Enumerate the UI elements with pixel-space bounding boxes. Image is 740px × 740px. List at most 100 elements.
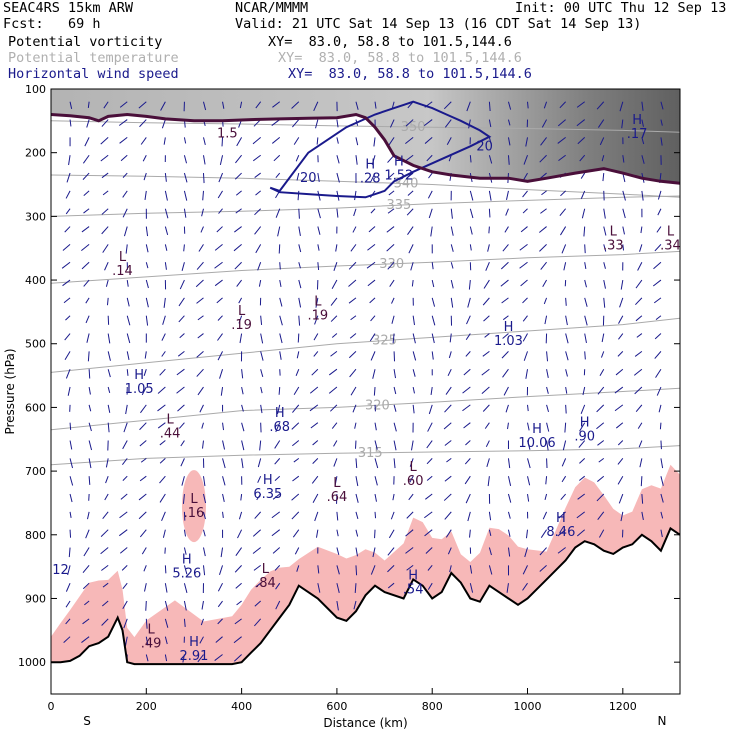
x-tick-label: 0	[48, 700, 55, 713]
wind-vector	[654, 244, 662, 252]
wind-vector	[349, 368, 357, 378]
wind-vector	[467, 297, 471, 308]
contour-label: 20	[476, 139, 493, 154]
wind-vector	[507, 458, 511, 469]
wind-vector	[235, 582, 242, 589]
wind-vector	[336, 565, 340, 575]
wind-vector	[234, 261, 242, 270]
wind-vector	[600, 351, 605, 358]
extremum-value: .60	[403, 474, 424, 489]
wind-vector	[411, 279, 414, 287]
wind-vector	[159, 368, 166, 376]
wind-vector	[220, 547, 224, 558]
wind-vector	[412, 351, 417, 361]
wind-vector	[431, 262, 434, 270]
wind-vector	[316, 137, 319, 145]
wind-vector	[543, 101, 548, 109]
wind-vector	[164, 600, 169, 611]
wind-vector	[216, 297, 223, 304]
y-tick-label: 600	[25, 401, 46, 414]
wind-vector	[277, 404, 281, 415]
wind-vector	[410, 262, 414, 271]
y-tick-label: 100	[25, 83, 46, 96]
wind-vector	[542, 279, 548, 287]
wind-vector	[386, 226, 395, 233]
x-tick-label: 1000	[514, 700, 542, 713]
wind-vector	[656, 386, 662, 396]
wind-vector	[635, 315, 643, 322]
wind-vector	[122, 458, 128, 465]
wind-vector	[294, 547, 300, 555]
wind-vector	[203, 101, 207, 111]
wind-vector	[333, 458, 338, 467]
wind-vector	[65, 582, 71, 592]
wind-vector	[355, 458, 358, 469]
wind-vector	[69, 119, 72, 127]
wind-vector	[65, 618, 71, 625]
wind-vector	[520, 279, 528, 287]
wind-vector	[239, 101, 243, 109]
wind-vector	[450, 279, 454, 289]
extremum-value: 10.06	[518, 436, 555, 451]
wind-vector	[233, 654, 242, 662]
wind-vector	[273, 154, 281, 162]
wind-vector	[427, 190, 433, 199]
wind-vector	[603, 279, 606, 289]
extremum-kind: H	[275, 406, 285, 421]
wind-vector	[65, 208, 71, 215]
wind-vector	[315, 529, 319, 538]
wind-vector	[222, 101, 225, 109]
wind-vector	[329, 404, 338, 412]
extremum-kind: L	[238, 304, 246, 319]
wind-vector	[298, 244, 302, 253]
wind-vector	[164, 190, 168, 201]
wind-vector	[144, 190, 147, 201]
wind-vector	[102, 511, 109, 520]
wind-vector	[164, 226, 169, 235]
wind-vector	[84, 600, 90, 606]
wind-vector	[197, 333, 204, 339]
wind-vector	[405, 529, 414, 537]
wind-vector	[68, 547, 71, 558]
wind-vector	[527, 404, 529, 412]
wind-vector	[500, 279, 509, 287]
wind-vector	[447, 368, 452, 377]
wind-vector	[107, 369, 111, 378]
wind-vector	[634, 350, 643, 357]
wind-vector	[622, 208, 626, 219]
wind-vector	[122, 600, 128, 610]
wind-vector	[126, 333, 131, 344]
wind-vector	[621, 119, 624, 129]
wind-vector	[164, 262, 167, 270]
theta-contours: 350340335330325320315	[51, 120, 680, 466]
wind-vector	[450, 297, 454, 308]
wind-vector	[126, 297, 130, 307]
wind-vector	[387, 261, 395, 270]
wind-vector	[82, 565, 90, 574]
wind-vector	[584, 262, 587, 270]
wind-vector	[101, 208, 109, 215]
wind-vector	[507, 119, 511, 126]
wind-vector	[328, 368, 338, 376]
wind-vector	[275, 600, 281, 610]
wind-vector	[122, 208, 128, 218]
wind-vector	[374, 101, 377, 109]
wind-vector	[388, 137, 395, 146]
wind-vector	[102, 190, 109, 196]
wind-vector	[275, 172, 281, 179]
extremum-value: .28	[360, 172, 381, 187]
wind-vector	[100, 547, 109, 555]
wind-vector	[183, 529, 187, 537]
wind-vector	[486, 458, 490, 468]
plot-frame	[50, 88, 681, 695]
wind-vector	[407, 172, 414, 178]
wind-vector	[405, 137, 414, 144]
wind-vector	[100, 137, 109, 145]
wind-vector	[183, 137, 187, 144]
wind-vector	[557, 137, 566, 144]
wind-vector	[348, 279, 357, 287]
wind-vector	[313, 351, 319, 357]
wind-vector	[522, 315, 528, 322]
wind-vector	[331, 333, 338, 338]
wind-vector	[83, 190, 90, 196]
